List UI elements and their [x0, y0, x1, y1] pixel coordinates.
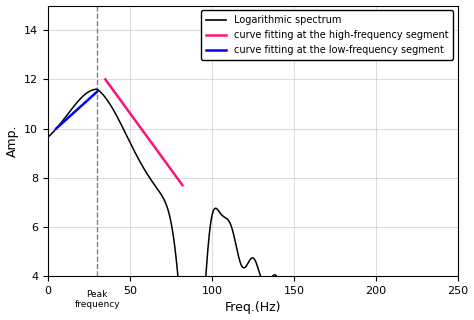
- Y-axis label: Amp.: Amp.: [6, 124, 18, 157]
- X-axis label: Freq.(Hz): Freq.(Hz): [225, 301, 281, 315]
- Text: Peak
frequency: Peak frequency: [74, 290, 120, 309]
- Legend: Logarithmic spectrum, curve fitting at the high-frequency segment, curve fitting: Logarithmic spectrum, curve fitting at t…: [201, 11, 453, 60]
